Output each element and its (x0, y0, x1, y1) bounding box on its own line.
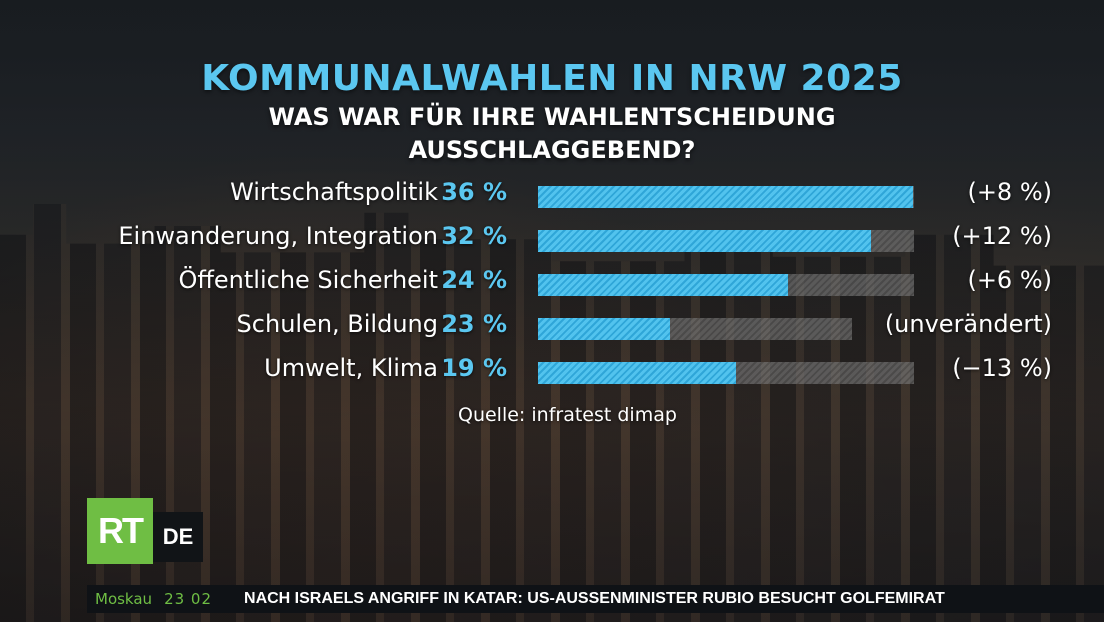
category-label: Öffentliche Sicherheit (178, 266, 438, 294)
bar-fill (538, 230, 872, 252)
category-label: Umwelt, Klima (264, 354, 438, 382)
change-label: (+8 %) (967, 178, 1052, 206)
bar-track (538, 318, 852, 340)
bar-fill (538, 186, 914, 208)
chart-row: Einwanderung, Integration 32 % (+12 %) (0, 220, 1104, 256)
ticker-headline: NACH ISRAELS ANGRIFF IN KATAR: US-AUSSEN… (244, 590, 945, 607)
category-label: Schulen, Bildung (236, 310, 438, 338)
bar-fill (538, 274, 789, 296)
ticker-time: 23 02 (164, 590, 213, 608)
value-label: 32 % (441, 222, 507, 250)
bar-fill (538, 362, 736, 384)
bar-track (538, 186, 914, 208)
bar-chart: Wirtschaftspolitik 36 % (+8 %) Einwanderung… (0, 176, 1104, 396)
chart-title: KOMMUNALWAHLEN IN NRW 2025 (201, 58, 903, 99)
change-label: (unverändert) (884, 310, 1052, 338)
subtitle-line-1: WAS WAR FÜR IHRE WAHLENTSCHEIDUNG (268, 103, 836, 131)
source-note: Quelle: infratest dimap (458, 404, 677, 426)
chart-row: Schulen, Bildung 23 % (unverändert) (0, 308, 1104, 344)
value-label: 23 % (441, 310, 507, 338)
bar-fill (538, 318, 670, 340)
category-label: Einwanderung, Integration (118, 222, 438, 250)
change-label: (+12 %) (952, 222, 1052, 250)
subtitle-line-2: AUSSCHLAGGEBEND? (408, 136, 696, 164)
value-label: 19 % (441, 354, 507, 382)
bar-track (538, 274, 914, 296)
value-label: 36 % (441, 178, 507, 206)
ticker-city: Moskau (95, 590, 153, 608)
bar-track (538, 230, 914, 252)
change-label: (−13 %) (952, 354, 1052, 382)
change-label: (+6 %) (967, 266, 1052, 294)
chart-subtitle: WAS WAR FÜR IHRE WAHLENTSCHEIDUNG AUSSCH… (0, 101, 1104, 167)
rt-logo: RT (87, 498, 153, 564)
news-ticker: Moskau 23 02 NACH ISRAELS ANGRIFF IN KAT… (87, 585, 1104, 613)
value-label: 24 % (441, 266, 507, 294)
chart-row: Umwelt, Klima 19 % (−13 %) (0, 352, 1104, 388)
de-logo: DE (153, 512, 203, 562)
bar-track (538, 362, 914, 384)
chart-row: Öffentliche Sicherheit 24 % (+6 %) (0, 264, 1104, 300)
category-label: Wirtschaftspolitik (230, 178, 438, 206)
chart-row: Wirtschaftspolitik 36 % (+8 %) (0, 176, 1104, 212)
